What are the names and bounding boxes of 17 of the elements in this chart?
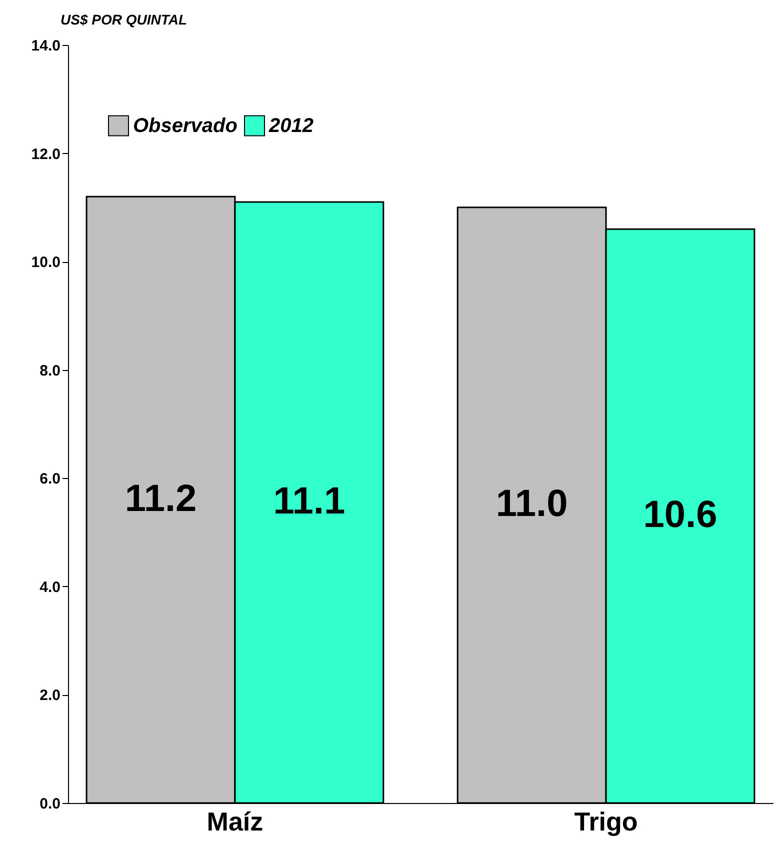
y-tick-label: 2.0 (40, 687, 60, 704)
legend-label: Observado (133, 114, 238, 137)
data-label: 10.6 (643, 494, 718, 536)
y-tick-label: 12.0 (31, 146, 60, 163)
y-tick-label: 4.0 (40, 578, 60, 596)
legend-label: 2012 (268, 114, 314, 137)
x-tick-label: Trigo (574, 806, 638, 836)
data-label: 11.2 (124, 478, 197, 520)
x-tick-label: Maíz (206, 806, 264, 836)
y-tick-label: 14.0 (31, 38, 60, 54)
data-label: 11.0 (496, 483, 568, 526)
y-tick-label: 0.0 (40, 796, 60, 812)
data-label: 11.1 (273, 480, 346, 523)
y-axis-title: US$ POR QUINTAL (60, 12, 188, 28)
y-tick-label: 6.0 (40, 470, 60, 488)
y-tick-label: 10.0 (31, 254, 60, 272)
y-tick-label: 8.0 (40, 362, 60, 380)
